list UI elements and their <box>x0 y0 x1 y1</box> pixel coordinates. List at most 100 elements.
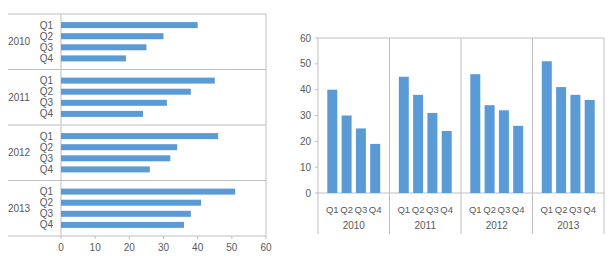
category-label: Q1 <box>326 204 339 215</box>
tick-label: 30 <box>300 110 312 121</box>
bar <box>61 222 184 228</box>
chart-root: 01020304050602010201120122013Q1Q2Q3Q4Q1Q… <box>0 0 614 264</box>
group-label: 2011 <box>8 92 30 103</box>
tick <box>315 115 318 116</box>
group-label: 2012 <box>486 220 509 231</box>
group-label: 2010 <box>8 36 31 47</box>
horizontal-bar-chart: 01020304050602010201120122013Q1Q2Q3Q4Q1Q… <box>8 14 272 253</box>
category-label: Q2 <box>40 142 54 153</box>
bar <box>61 144 177 150</box>
category-label: Q3 <box>40 97 54 108</box>
tick-label: 10 <box>300 162 312 173</box>
group-separator <box>8 69 266 70</box>
category-label: Q2 <box>40 86 54 97</box>
tick-label: 50 <box>300 58 312 69</box>
bar <box>61 22 198 28</box>
bar <box>556 87 566 193</box>
category-label: Q3 <box>40 42 54 53</box>
bar <box>570 95 580 193</box>
group-separator <box>532 38 533 234</box>
group-separator <box>389 38 390 234</box>
category-label: Q2 <box>555 204 568 215</box>
group-separator <box>8 125 266 126</box>
group-label: 2011 <box>414 220 436 231</box>
bar <box>61 166 150 172</box>
category-label: Q4 <box>440 204 453 215</box>
bar <box>61 78 215 84</box>
tick <box>129 236 130 239</box>
group-label: 2013 <box>557 220 580 231</box>
bar <box>61 44 146 50</box>
tick-label: 60 <box>260 242 272 253</box>
category-label: Q3 <box>569 204 582 215</box>
category-label: Q4 <box>40 108 54 119</box>
tick-label: 10 <box>90 242 102 253</box>
bar <box>61 33 164 39</box>
bar <box>61 211 191 217</box>
group-separator <box>8 236 61 237</box>
bar <box>61 155 170 161</box>
bar <box>61 55 126 61</box>
bar <box>542 61 552 193</box>
bar <box>327 90 337 193</box>
category-label: Q4 <box>369 204 382 215</box>
group-label: 2010 <box>343 220 366 231</box>
category-label: Q1 <box>469 204 482 215</box>
tick <box>163 236 164 239</box>
bar <box>413 95 423 193</box>
tick-label: 40 <box>300 84 312 95</box>
category-label: Q1 <box>540 204 553 215</box>
bar <box>485 105 495 193</box>
category-label: Q1 <box>40 75 54 86</box>
tick-label: 50 <box>226 242 238 253</box>
bar <box>61 100 167 106</box>
bar <box>61 189 235 195</box>
category-label: Q3 <box>40 153 54 164</box>
bar <box>370 144 380 193</box>
category-label: Q2 <box>40 197 54 208</box>
category-label: Q1 <box>40 186 54 197</box>
tick-label: 20 <box>124 242 136 253</box>
tick-label: 0 <box>305 188 311 199</box>
bar <box>61 89 191 95</box>
bar <box>61 200 201 206</box>
tick-label: 30 <box>158 242 170 253</box>
bar <box>470 74 480 193</box>
category-label: Q1 <box>40 131 54 142</box>
bar <box>61 133 218 139</box>
tick-label: 40 <box>192 242 204 253</box>
tick <box>315 63 318 64</box>
bars <box>327 61 594 193</box>
tick <box>266 236 267 239</box>
tick <box>315 141 318 142</box>
bar <box>513 126 523 193</box>
bar <box>499 110 509 193</box>
category-label: Q2 <box>40 31 54 42</box>
tick-label: 20 <box>300 136 312 147</box>
tick <box>95 236 96 239</box>
group-label: 2012 <box>8 147 31 158</box>
group-separator <box>8 180 266 181</box>
bar <box>427 113 437 193</box>
tick-label: 0 <box>58 242 64 253</box>
category-label: Q4 <box>40 53 54 64</box>
tick <box>315 89 318 90</box>
tick <box>197 236 198 239</box>
category-label: Q2 <box>412 204 425 215</box>
group-separator <box>8 14 61 15</box>
category-label: Q2 <box>483 204 496 215</box>
category-label: Q4 <box>40 219 54 230</box>
group-label: 2013 <box>8 203 31 214</box>
bars <box>61 22 235 228</box>
tick <box>315 167 318 168</box>
canvas: 01020304050602010201120122013Q1Q2Q3Q4Q1Q… <box>0 0 614 264</box>
vertical-bar-chart: 01020304050602010201120122013Q1Q2Q3Q4Q1Q… <box>300 33 604 235</box>
bar <box>585 100 595 193</box>
tick <box>231 236 232 239</box>
category-label: Q4 <box>512 204 525 215</box>
bar <box>61 111 143 117</box>
bar <box>399 77 409 193</box>
bar <box>356 128 366 193</box>
bar <box>442 131 452 193</box>
category-label: Q1 <box>40 20 54 31</box>
